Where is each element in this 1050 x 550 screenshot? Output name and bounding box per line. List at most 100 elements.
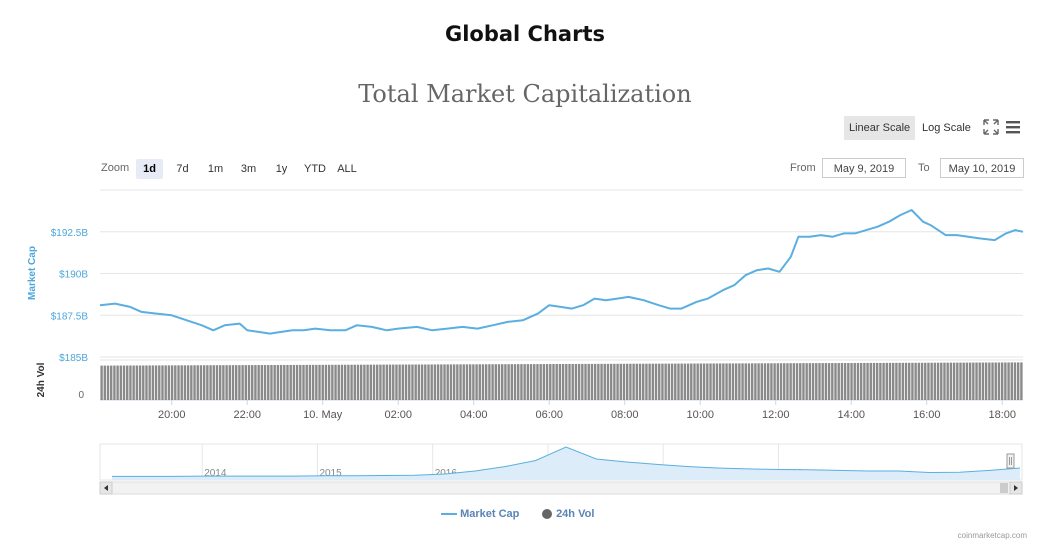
volume-bar [767,363,770,400]
linear-scale-button[interactable]: Linear Scale [844,116,916,140]
volume-bar [584,363,587,400]
zoom-label: Zoom [101,162,130,174]
navigator-handle[interactable] [1006,453,1015,469]
volume-bar [481,364,485,400]
volume-bar [103,365,106,400]
volume-bar [267,365,270,400]
volume-bar [702,363,706,400]
volume-bar [577,363,581,400]
y-tick-label: $192.5B [51,228,89,239]
x-tick-label: 10. May [303,409,343,421]
volume-bar [651,363,655,400]
volume-bar [875,362,879,400]
to-date-input[interactable]: May 10, 2019 [940,158,1024,178]
volume-bar [347,364,350,400]
volume-bar [283,364,286,400]
volume-bar [674,363,677,400]
volume-bar [731,363,735,400]
legend-market-cap[interactable]: Market Cap [441,508,519,520]
volume-bar [292,364,296,400]
volume-bar [619,363,622,400]
volume-bar [468,364,472,400]
volume-bar [696,363,699,400]
volume-bar [356,364,360,400]
zoom-button-1m[interactable]: 1m [207,163,224,175]
zoom-button-1d[interactable]: 1d [136,159,163,179]
credit-link[interactable]: coinmarketcap.com [957,531,1027,540]
y-tick-label: $185B [59,353,88,364]
volume-bar [321,364,324,400]
volume-bar [106,365,110,400]
volume-bar [997,362,1001,400]
volume-bar [677,363,680,400]
volume-bar [110,365,113,400]
volume-bar [276,364,280,400]
volume-bar [1013,362,1017,400]
zoom-button-1y[interactable]: 1y [275,163,288,175]
volume-bar [827,363,831,400]
log-scale-button[interactable]: Log Scale [922,122,971,134]
volume-bar [401,364,405,400]
x-tick-label: 18:00 [988,409,1016,421]
volume-bar [404,364,408,400]
volume-bar [308,364,312,400]
volume-bar [218,365,222,400]
volume-bar [613,363,616,400]
volume-bar [517,364,520,400]
chart-title: Total Market Capitalization [358,80,692,108]
volume-bar [1007,362,1010,400]
scrollbar-thumb[interactable] [1000,483,1008,493]
volume-bar [331,364,334,400]
hamburger-menu-icon[interactable] [1004,118,1022,136]
volume-bar [161,365,164,400]
volume-bar [664,363,667,400]
arrow-right-icon [1014,485,1018,491]
zoom-button-7d[interactable]: 7d [176,163,189,175]
to-label: To [918,162,930,174]
volume-bar [901,362,905,400]
volume-bar [709,363,712,400]
volume-bar [420,364,424,400]
volume-bar [715,363,719,400]
volume-bar [593,363,597,400]
navigator-year-label: 2015 [319,468,342,479]
zoom-button-3m[interactable]: 3m [240,163,257,175]
volume-bar [270,365,273,400]
volume-bar [549,364,552,400]
volume-bar [943,362,946,400]
volume-bar [369,364,373,400]
from-date-input[interactable]: May 9, 2019 [822,158,906,178]
volume-bar [507,364,510,400]
volume-bar [1000,362,1004,400]
expand-icon[interactable] [982,118,1000,136]
volume-bar [680,363,683,400]
volume-bar [449,364,453,400]
zoom-button-all[interactable]: ALL [337,163,357,175]
volume-bar [799,363,802,400]
volume-bar [776,363,780,400]
zoom-button-ytd[interactable]: YTD [304,163,326,175]
volume-tick-label: 0 [78,390,84,401]
volume-bar [718,363,722,400]
navigator-year-label: 2014 [204,468,227,479]
volume-bar [311,364,315,400]
volume-bar [984,362,988,400]
volume-bar [238,365,241,400]
x-tick-label: 20:00 [158,409,186,421]
volume-bar [975,362,978,400]
volume-bar [686,363,690,400]
legend-24h-vol[interactable]: 24h Vol [541,508,594,520]
volume-bar [965,362,969,400]
volume-bar [779,363,783,400]
volume-bar [888,362,892,400]
volume-bar [786,363,789,400]
volume-bar [757,363,760,400]
volume-bar [132,365,135,400]
from-label: From [790,162,816,174]
volume-bar [712,363,715,400]
volume-bar [991,362,994,400]
volume-bar [824,363,828,400]
volume-bar [398,364,401,400]
navigator-area [112,447,1020,480]
volume-bar [558,364,562,400]
